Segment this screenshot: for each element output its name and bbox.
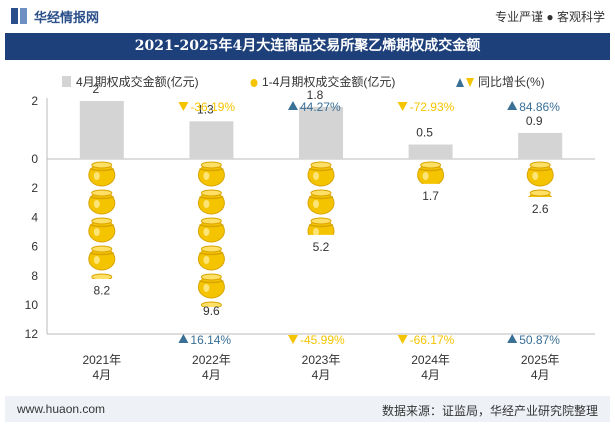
pictorial-bar-cumulative [197, 161, 225, 307]
legend-up-triangle-icon [456, 78, 464, 87]
x-tick-label: 2025年 [521, 353, 560, 367]
growth-label-cumulative: 50.87% [519, 333, 560, 347]
data-label-cumulative: 1.7 [422, 189, 439, 203]
brand: 华经情报网 [10, 6, 99, 26]
growth-up-triangle-icon [288, 101, 298, 110]
footer: www.huaon.com 数据来源：证监局，华经产业研究院整理 [5, 396, 610, 422]
growth-up-triangle-icon [178, 334, 189, 343]
y-tick-label: 2 [31, 94, 38, 108]
y-tick-label: 12 [25, 327, 39, 341]
data-label-monthly: 2 [92, 82, 99, 96]
legend: 4月期权成交金额(亿元) 1-4月期权成交金额(亿元) 同比增长(%) [62, 74, 545, 89]
footer-source: 数据来源：证监局，华经产业研究院整理 [381, 404, 598, 418]
bar-monthly [79, 101, 124, 159]
data-label-monthly: 1.8 [307, 88, 324, 102]
chart: 4月期权成交金额(亿元) 1-4月期权成交金额(亿元) 同比增长(%) 4202… [25, 74, 595, 382]
growth-label-cumulative: -66.17% [410, 333, 455, 347]
data-label-monthly: 0.9 [526, 114, 543, 128]
legend-label-cumulative: 1-4月期权成交金额(亿元) [262, 74, 395, 89]
data-label-monthly: 1.3 [197, 102, 214, 116]
pictorial-bar-cumulative [307, 161, 335, 235]
growth-label-monthly: 84.86% [519, 100, 560, 114]
growth-label-monthly: -36.19% [190, 100, 235, 114]
y-tick-label: 2 [31, 181, 38, 195]
growth-down-triangle-icon [397, 102, 408, 111]
x-tick-label: 4月 [312, 368, 331, 382]
chart-title: 2021-2025年4月大连商品交易所聚乙烯期权成交金额 [5, 33, 610, 60]
bar-monthly [408, 144, 453, 159]
legend-label-monthly: 4月期权成交金额(亿元) [76, 74, 199, 89]
bar-monthly [299, 106, 343, 159]
x-tick-label: 4月 [421, 368, 440, 382]
footer-website: www.huaon.com [17, 402, 106, 416]
y-ticks: 42024681012 [25, 94, 39, 341]
brand-name: 华经情报网 [34, 9, 100, 25]
bar-monthly [518, 132, 563, 159]
data-label-cumulative: 2.6 [532, 202, 549, 216]
growth-label-cumulative: 16.14% [190, 333, 231, 347]
growth-label-cumulative: -45.99% [300, 333, 345, 347]
data-label-cumulative: 5.2 [313, 240, 330, 254]
top-bar: 华经情报网 专业严谨 ● 客观科学 [0, 0, 615, 33]
data-label-monthly: 0.5 [416, 126, 433, 140]
pictorial-bar-cumulative [417, 161, 445, 184]
gold-pot-icon [250, 79, 258, 87]
data-label-cumulative: 8.2 [93, 284, 110, 298]
pictorial-bar-cumulative [526, 161, 554, 197]
legend-swatch-monthly [62, 76, 71, 87]
bar-monthly [189, 121, 234, 159]
growth-down-triangle-icon [397, 335, 408, 344]
growth-down-triangle-icon [288, 335, 298, 344]
x-tick-label: 2021年 [82, 353, 121, 367]
y-tick-label: 0 [31, 152, 38, 166]
x-tick-label: 2022年 [192, 353, 231, 367]
brand-logo-icon [11, 8, 27, 24]
data-label-cumulative: 9.6 [203, 304, 220, 318]
y-tick-label: 10 [25, 298, 39, 312]
x-tick-label: 4月 [531, 368, 550, 382]
growth-up-triangle-icon [507, 101, 518, 110]
x-tick-label: 2024年 [411, 353, 450, 367]
growth-down-triangle-icon [178, 102, 189, 111]
tagline: 专业严谨 ● 客观科学 [495, 10, 605, 24]
chart-marks: 28.22021年4月1.39.6-36.19%16.14%2022年4月1.8… [79, 82, 563, 382]
y-tick-label: 8 [31, 269, 38, 283]
x-tick-label: 2023年 [302, 353, 341, 367]
legend-down-triangle-icon [466, 78, 474, 87]
x-tick-label: 4月 [202, 368, 221, 382]
growth-label-monthly: -72.93% [410, 100, 455, 114]
x-tick-label: 4月 [92, 368, 111, 382]
y-tick-label: 4 [31, 210, 38, 224]
growth-up-triangle-icon [507, 334, 518, 343]
growth-label-monthly: 44.27% [300, 100, 341, 114]
legend-label-growth: 同比增长(%) [478, 75, 545, 89]
pictorial-bar-cumulative [88, 161, 116, 279]
y-tick-label: 6 [31, 240, 38, 254]
